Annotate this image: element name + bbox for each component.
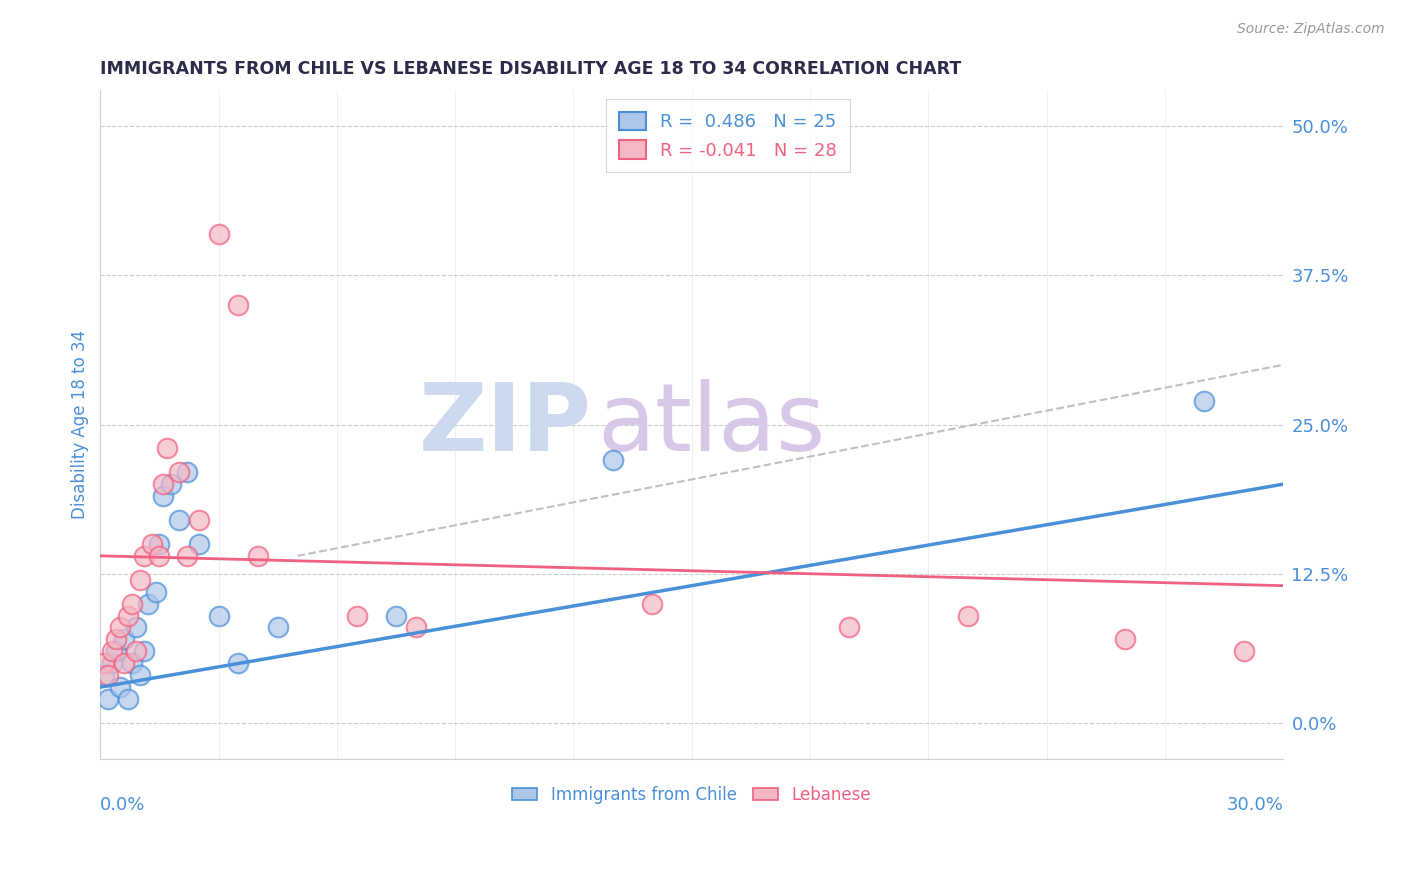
Point [128, 668, 150, 682]
Text: atlas: atlas [598, 378, 825, 470]
Point [405, 620, 427, 634]
Point [128, 573, 150, 587]
Point [1194, 393, 1216, 408]
Point [97, 668, 120, 682]
Point [132, 644, 155, 658]
Point [121, 597, 143, 611]
Point [117, 692, 139, 706]
Point [108, 680, 131, 694]
Point [105, 644, 128, 658]
Point [207, 227, 229, 241]
Point [187, 537, 209, 551]
Point [156, 442, 179, 456]
Point [167, 513, 190, 527]
Text: IMMIGRANTS FROM CHILE VS LEBANESE DISABILITY AGE 18 TO 34 CORRELATION CHART: IMMIGRANTS FROM CHILE VS LEBANESE DISABI… [100, 60, 962, 78]
Point [93, 657, 115, 671]
Y-axis label: Disability Age 18 to 34: Disability Age 18 to 34 [72, 330, 89, 519]
Point [93, 668, 115, 682]
Point [112, 632, 135, 647]
Point [207, 608, 229, 623]
Text: 30.0%: 30.0% [1226, 796, 1284, 814]
Point [228, 298, 250, 312]
Point [101, 657, 124, 671]
Point [187, 513, 209, 527]
Point [125, 620, 148, 634]
Point [167, 465, 190, 479]
Point [112, 657, 135, 671]
Point [1233, 644, 1256, 658]
Point [145, 584, 167, 599]
Text: Source: ZipAtlas.com: Source: ZipAtlas.com [1237, 22, 1385, 37]
Point [125, 644, 148, 658]
Point [385, 608, 408, 623]
Point [152, 489, 174, 503]
Point [101, 644, 124, 658]
Point [132, 549, 155, 563]
Text: ZIP: ZIP [419, 378, 591, 470]
Point [121, 657, 143, 671]
Point [346, 608, 368, 623]
Point [160, 477, 183, 491]
Point [602, 453, 624, 467]
Point [97, 692, 120, 706]
Point [152, 477, 174, 491]
Point [247, 549, 270, 563]
Point [956, 608, 979, 623]
Point [148, 537, 170, 551]
Point [136, 597, 159, 611]
Point [117, 608, 139, 623]
Point [176, 465, 198, 479]
Point [176, 549, 198, 563]
Point [141, 537, 163, 551]
Text: 0.0%: 0.0% [100, 796, 146, 814]
Point [108, 620, 131, 634]
Point [641, 597, 664, 611]
Point [267, 620, 290, 634]
Legend: Immigrants from Chile, Lebanese: Immigrants from Chile, Lebanese [506, 780, 877, 811]
Point [228, 657, 250, 671]
Point [838, 620, 860, 634]
Point [148, 549, 170, 563]
Point [105, 632, 128, 647]
Point [1114, 632, 1136, 647]
